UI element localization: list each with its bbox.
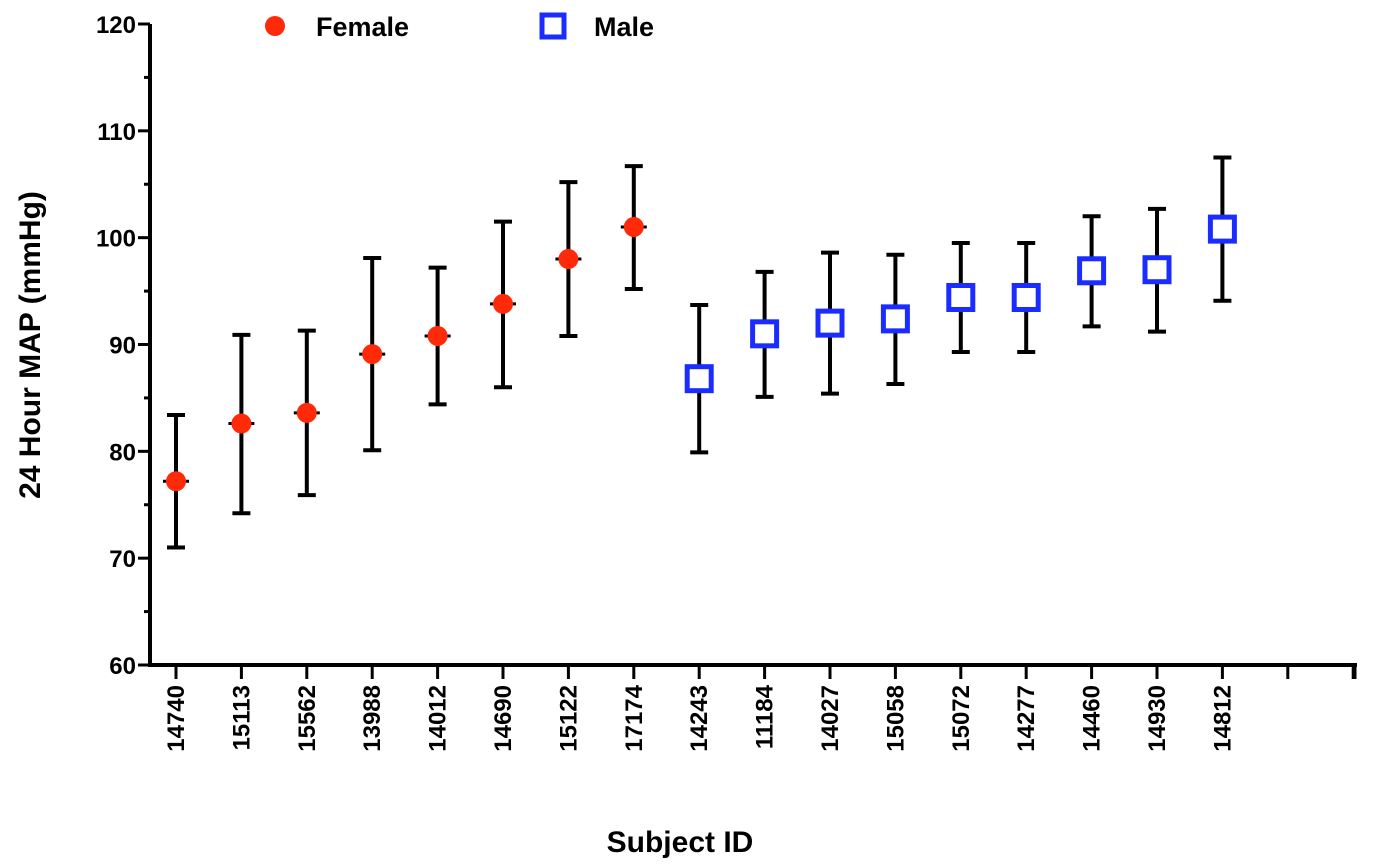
data-point-male (750, 319, 780, 349)
x-tick-label: 15562 (294, 685, 321, 752)
y-tick-label: 90 (109, 333, 136, 360)
legend: Female Male (265, 12, 654, 42)
data-point-male (946, 282, 976, 312)
data-point-female (427, 325, 448, 346)
x-tick-label: 17174 (621, 684, 648, 751)
y-tick-label: 110 (97, 119, 136, 146)
x-tick-label: 14812 (1209, 685, 1236, 752)
data-point-male (1077, 256, 1107, 286)
x-tick-label: 14012 (425, 685, 452, 752)
x-tick-label: 11184 (752, 684, 779, 749)
x-tick-label: 15122 (555, 685, 582, 752)
legend-label: Male (594, 12, 654, 42)
x-tick-label: 14930 (1144, 685, 1171, 752)
x-tick-label: 14740 (163, 685, 190, 752)
data-point-female (296, 402, 317, 423)
data-point-male (1207, 214, 1237, 244)
data-point-female (166, 471, 186, 492)
y-tick-label: 100 (96, 226, 136, 253)
y-tick-label: 80 (109, 439, 136, 466)
data-point-male (880, 304, 910, 334)
y-axis-title: 24 Hour MAP (mmHg) (14, 191, 47, 499)
x-tick-label: 14243 (686, 685, 713, 752)
x-tick-label: 15113 (228, 685, 255, 750)
x-tick-label: 15072 (948, 685, 975, 752)
x-axis-title: Subject ID (607, 826, 754, 859)
y-tick-label: 60 (109, 653, 136, 680)
x-tick-label: 15058 (882, 685, 909, 752)
data-point-female (558, 249, 579, 270)
x-tick-label: 14027 (817, 685, 844, 752)
data-point-male (1142, 255, 1172, 285)
data-point-male (1011, 282, 1041, 312)
x-tick-label: 13988 (359, 685, 386, 752)
x-tick-label: 14690 (490, 685, 517, 752)
y-tick-label: 70 (109, 546, 136, 573)
x-tick-label: 14460 (1079, 685, 1106, 752)
data-point-male (815, 308, 845, 338)
data-point-female (231, 413, 252, 434)
data-point-male (684, 364, 714, 394)
y-tick-label: 120 (96, 12, 136, 39)
legend-label: Female (316, 12, 409, 42)
x-tick-label: 14277 (1013, 685, 1040, 752)
data-point-female (623, 216, 644, 237)
legend-marker-female (265, 16, 285, 36)
data-point-female (362, 344, 383, 365)
plot-area: 60 70 80 90 100 110 120 14740 15113 15562 13988 140… (96, 12, 1357, 752)
legend-marker-male (539, 12, 567, 40)
data-point-female (493, 293, 513, 314)
